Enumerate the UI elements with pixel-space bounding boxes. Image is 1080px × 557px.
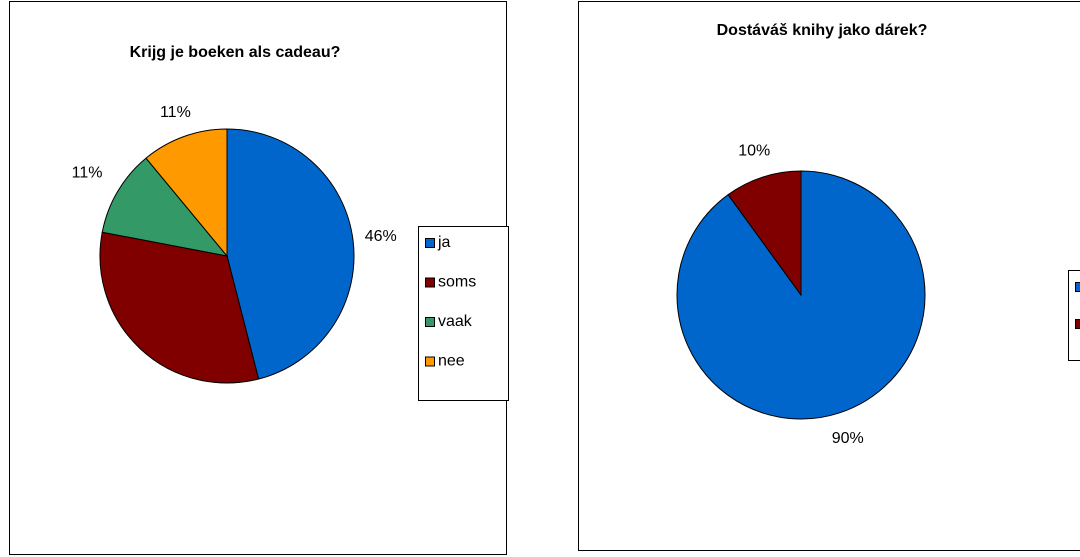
chart-title: Dostáváš knihy jako dárek? xyxy=(717,22,928,39)
legend-swatch xyxy=(425,238,435,248)
legend-swatch xyxy=(1075,282,1080,292)
data-label: 46% xyxy=(365,228,397,245)
data-label: 11% xyxy=(160,104,191,121)
legend-swatch xyxy=(425,317,435,327)
legend-swatch xyxy=(425,356,435,367)
chart-title: Krijg je boeken als cadeau? xyxy=(130,44,341,61)
legend-swatch xyxy=(425,277,435,288)
data-label: 90% xyxy=(832,430,864,447)
legend-box xyxy=(1068,270,1080,361)
legend-label: soms xyxy=(438,274,476,291)
pie-slice xyxy=(727,170,802,297)
pie-slice xyxy=(101,157,229,257)
legend-box xyxy=(418,226,509,401)
pie-slice xyxy=(145,128,228,258)
legend-label: ja xyxy=(437,234,451,251)
legend-label: nee xyxy=(438,353,465,370)
legend-label: vaak xyxy=(438,313,473,330)
legend-swatch xyxy=(1075,319,1080,329)
data-label: 10% xyxy=(738,142,770,159)
pie-slice xyxy=(99,231,260,384)
data-label: 11% xyxy=(72,164,103,181)
pie-slice xyxy=(226,128,355,380)
